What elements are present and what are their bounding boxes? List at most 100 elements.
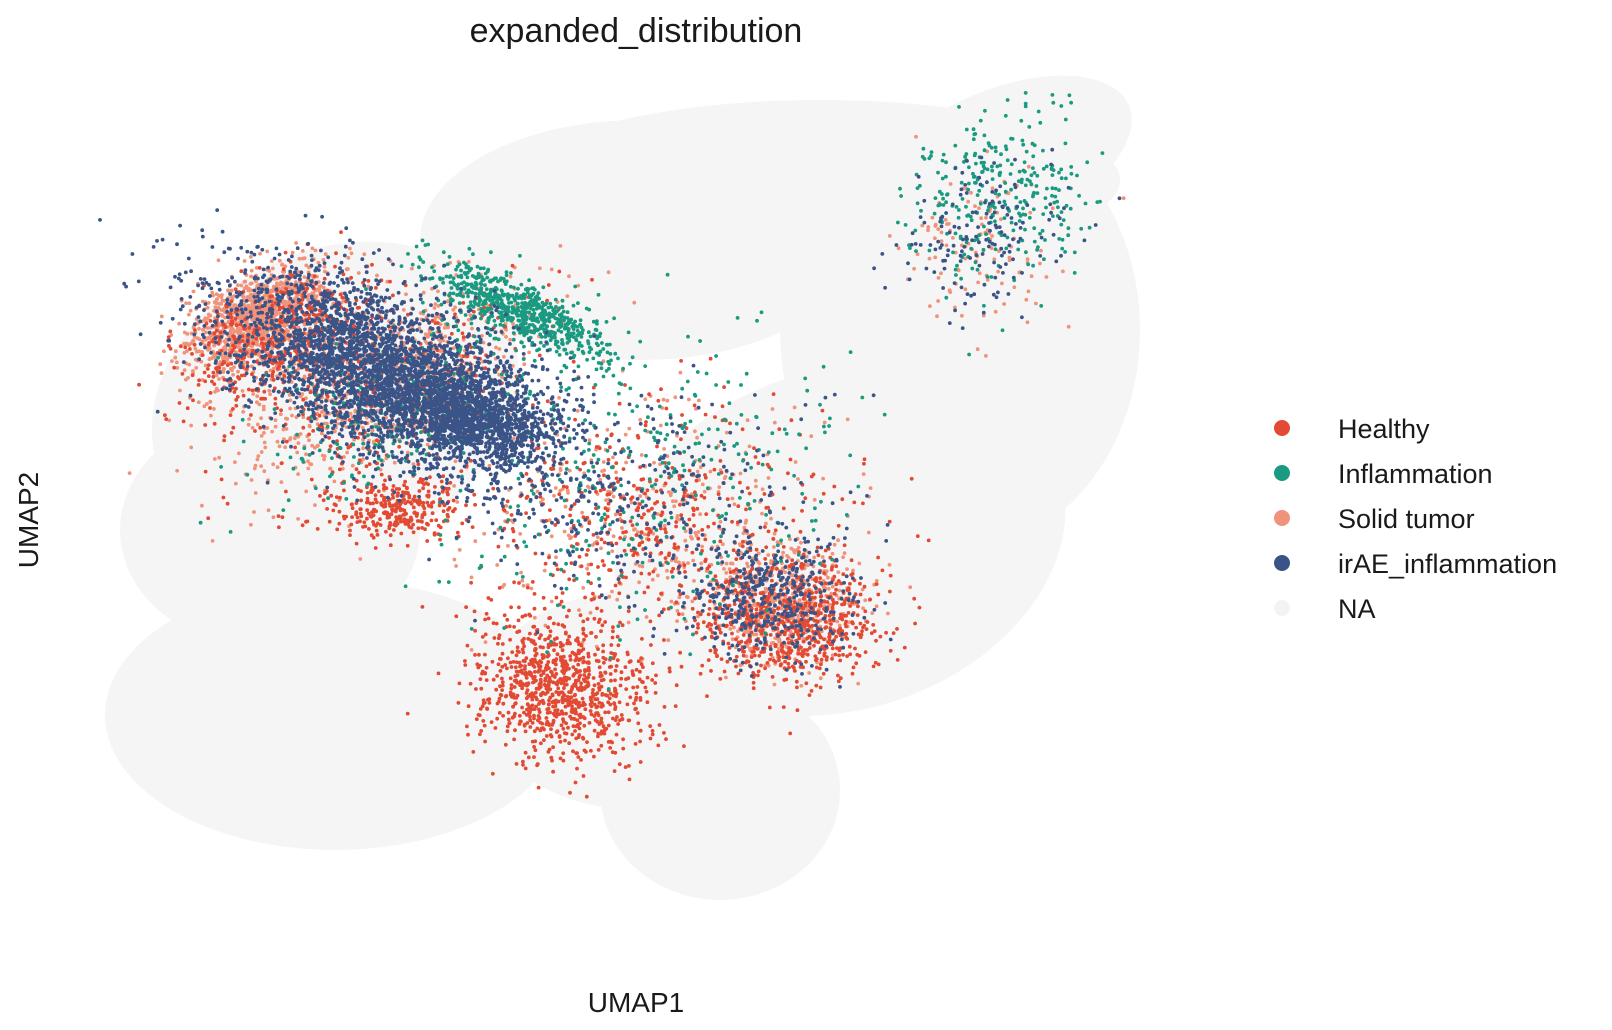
data-point [418, 311, 423, 315]
data-point [841, 652, 845, 657]
data-point [758, 629, 763, 633]
data-point [581, 700, 586, 705]
data-point [601, 649, 605, 654]
data-point [616, 643, 621, 648]
data-point [334, 495, 339, 499]
data-point [484, 611, 489, 616]
data-point [844, 619, 848, 624]
data-point [180, 372, 185, 376]
data-point [524, 656, 529, 660]
data-point [697, 398, 701, 403]
data-point [835, 619, 840, 624]
data-point [678, 650, 682, 655]
data-point [493, 726, 498, 730]
data-point [254, 266, 259, 270]
data-point [558, 756, 563, 761]
data-point [543, 678, 547, 683]
data-point [610, 589, 614, 594]
data-point [572, 693, 577, 698]
data-point [504, 327, 508, 332]
data-point [365, 491, 370, 495]
data-point [652, 460, 656, 465]
data-point [552, 675, 557, 679]
data-point [594, 635, 598, 639]
data-point [188, 347, 192, 351]
data-point [482, 723, 487, 728]
data-point [510, 715, 515, 720]
data-point [420, 515, 425, 520]
data-point [619, 670, 624, 675]
data-point [628, 659, 633, 664]
data-point [211, 374, 216, 379]
data-point [561, 751, 566, 756]
data-point [229, 431, 234, 435]
data-point [502, 582, 507, 587]
data-point [233, 481, 238, 486]
data-point [544, 734, 549, 738]
data-point [348, 533, 352, 537]
data-point [338, 292, 343, 297]
data-point [692, 579, 696, 583]
data-point [473, 539, 478, 544]
data-point [523, 664, 527, 668]
data-point [219, 295, 224, 300]
data-point [481, 340, 486, 345]
data-point [548, 634, 552, 638]
data-point [214, 373, 219, 378]
data-point [596, 659, 601, 664]
data-point [581, 736, 586, 741]
data-point [202, 317, 207, 322]
data-point [753, 478, 758, 483]
data-point [795, 685, 799, 690]
data-point [511, 321, 515, 326]
data-point [627, 777, 632, 782]
data-point [503, 742, 508, 747]
data-point [522, 644, 526, 649]
data-point [228, 413, 233, 417]
data-point [374, 286, 378, 290]
data-point [785, 553, 789, 558]
data-point [279, 408, 283, 413]
data-point [598, 671, 603, 675]
data-point [281, 427, 286, 432]
data-point [746, 629, 751, 634]
data-point [240, 389, 245, 393]
data-point [222, 306, 227, 311]
data-point [624, 460, 628, 465]
data-point [565, 614, 569, 619]
data-point [838, 676, 843, 681]
data-point [674, 499, 678, 504]
data-point [373, 546, 378, 550]
data-point [237, 451, 241, 456]
data-point [549, 267, 554, 272]
data-point [567, 274, 571, 279]
data-point [888, 648, 893, 653]
data-point [504, 504, 509, 508]
data-point [375, 521, 380, 526]
data-point [532, 713, 536, 718]
data-point [288, 398, 293, 403]
data-point [788, 537, 792, 541]
data-point [627, 764, 631, 768]
data-point [592, 714, 597, 718]
data-point [977, 206, 981, 211]
data-point [596, 647, 600, 651]
data-point [203, 423, 208, 427]
data-point [559, 643, 564, 647]
data-point [530, 721, 535, 725]
data-point [498, 692, 503, 697]
data-point [350, 515, 354, 519]
data-point [430, 511, 435, 516]
data-point [561, 719, 566, 724]
data-point [547, 616, 552, 621]
data-point [375, 273, 379, 278]
data-point [508, 676, 513, 681]
data-point [805, 563, 810, 568]
data-point [522, 362, 527, 367]
data-point [448, 480, 453, 485]
data-point [252, 303, 256, 308]
data-point [951, 236, 955, 240]
data-point [583, 707, 588, 712]
data-point [516, 618, 521, 623]
data-point [620, 717, 625, 721]
